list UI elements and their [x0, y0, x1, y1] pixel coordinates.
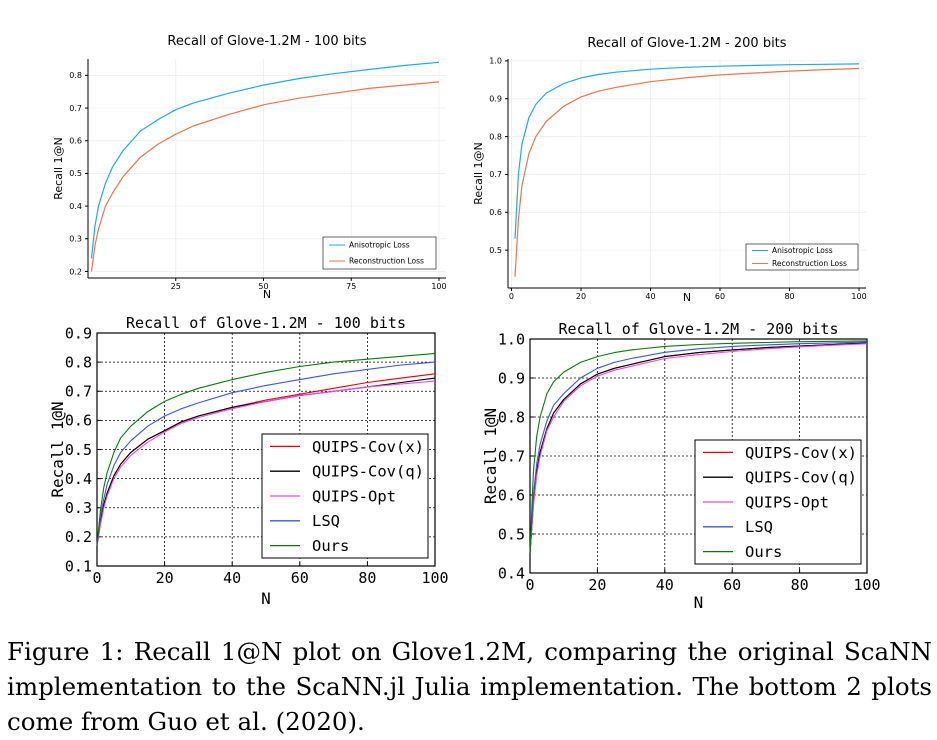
y-axis-label: Recall 1@N [472, 142, 485, 205]
legend-label: QUIPS-Cov(q) [745, 469, 857, 487]
y-tick-label: 0.8 [65, 353, 92, 371]
chart-title: Recall of Glove-1.2M - 100 bits [126, 314, 406, 332]
legend-label: Anisotropic Loss [772, 246, 833, 255]
x-tick-label: 0 [509, 292, 514, 301]
y-axis-label: Recall 1@N [48, 401, 67, 497]
x-tick-label: 40 [656, 576, 674, 594]
y-tick-label: 0.4 [65, 470, 92, 488]
x-tick-label: 40 [645, 292, 655, 301]
legend-box [745, 243, 859, 271]
x-tick-label: 25 [171, 282, 181, 291]
legend-label: Ours [312, 537, 349, 555]
y-tick-label: 0.6 [489, 208, 502, 217]
legend-label: Reconstruction Loss [349, 257, 424, 266]
y-tick-label: 0.3 [65, 499, 92, 517]
x-axis-label: N [263, 288, 271, 301]
y-tick-label: 0.2 [69, 267, 82, 276]
legend-label: Ours [745, 543, 782, 561]
series-line-4 [529, 341, 868, 554]
legend-label: QUIPS-Cov(x) [745, 444, 857, 462]
y-axis-label: Recall 1@N [481, 408, 500, 504]
y-tick-label: 0.9 [498, 369, 525, 387]
y-tick-label: 0.2 [65, 528, 92, 546]
chart-top-left-100-bits: 25 50 75 100 0.2 0.3 0.4 0.5 0.6 0.7 0.8 Recall of … [52, 34, 447, 301]
y-axis-label: Recall 1@N [52, 137, 65, 200]
y-tick-label: 1.0 [489, 57, 502, 66]
series-line-3 [96, 380, 436, 546]
series-line-1 [90, 61, 440, 259]
y-tick-label: 0.7 [65, 383, 92, 401]
y-tick-label: 0.6 [69, 137, 82, 146]
x-tick-label: 0 [92, 569, 101, 587]
chart-title: Recall of Glove-1.2M - 200 bits [587, 36, 786, 51]
x-tick-label: 0 [525, 576, 534, 594]
y-tick-label: 0.5 [69, 169, 82, 178]
y-tick-label: 0.9 [65, 324, 92, 342]
chart-bottom-left-100-bits: 0 20 40 60 80 100 0.1 0.2 0.3 0.4 0.5 0.6 0.7 0.8 0.9 R… [48, 314, 449, 608]
y-tick-label: 0.4 [69, 202, 82, 211]
chart-top-right-200-bits: 0 20 40 60 80 100 0.5 0.6 0.7 0.8 0.9 1.0 Recall of … [472, 36, 867, 304]
x-tick-label: 60 [723, 576, 741, 594]
x-tick-label: 20 [588, 576, 606, 594]
x-tick-label: 100 [431, 282, 446, 291]
x-tick-label: 80 [358, 569, 376, 587]
y-tick-label: 0.8 [489, 132, 502, 141]
figure-caption: Figure 1: Recall 1@N plot on Glove1.2M, … [7, 637, 932, 736]
legend-label: Reconstruction Loss [772, 259, 847, 268]
y-tick-label: 0.4 [498, 564, 525, 582]
x-tick-label: 60 [291, 569, 309, 587]
series-line-5 [529, 340, 868, 554]
legend-label: QUIPS-Cov(q) [312, 463, 424, 481]
legend-label: Anisotropic Loss [349, 241, 410, 250]
series-line-3 [529, 343, 868, 554]
x-tick-label: 80 [784, 292, 794, 301]
y-tick-label: 0.8 [498, 408, 525, 426]
series-line-4 [96, 361, 436, 546]
y-tick-label: 0.3 [69, 235, 82, 244]
chart-title: Recall of Glove-1.2M - 200 bits [559, 320, 839, 338]
legend-label: QUIPS-Opt [745, 493, 829, 511]
legend-box [322, 236, 437, 270]
series-line-5 [96, 352, 436, 546]
series-line-1 [514, 63, 860, 239]
y-tick-label: 0.9 [489, 95, 502, 104]
x-tick-label: 100 [853, 576, 880, 594]
legend-label: QUIPS-Cov(x) [312, 438, 424, 456]
x-tick-label: 40 [223, 569, 241, 587]
y-tick-label: 0.7 [69, 104, 82, 113]
y-tick-label: 0.1 [65, 557, 92, 575]
y-tick-label: 0.7 [489, 170, 502, 179]
x-axis-label: N [683, 291, 691, 304]
x-axis-label: N [261, 589, 271, 608]
x-tick-label: 50 [258, 282, 268, 291]
x-tick-label: 80 [791, 576, 809, 594]
x-tick-label: 20 [576, 292, 586, 301]
series-line-2 [90, 81, 440, 272]
series-line-2 [529, 342, 868, 554]
y-tick-label: 0.5 [498, 525, 525, 543]
x-tick-label: 100 [851, 292, 866, 301]
x-tick-label: 60 [715, 292, 725, 301]
y-tick-label: 0.6 [65, 412, 92, 430]
x-axis-label: N [694, 593, 704, 612]
chart-bottom-right-200-bits: 0 20 40 60 80 100 0.4 0.5 0.6 0.7 0.8 0.9 1.0 Recall … [481, 320, 881, 612]
x-tick-label: 75 [346, 282, 356, 291]
legend-label: LSQ [745, 518, 773, 536]
series-line-2 [514, 67, 860, 277]
y-tick-label: 0.6 [498, 486, 525, 504]
y-tick-label: 0.5 [65, 441, 92, 459]
y-tick-label: 0.7 [498, 447, 525, 465]
y-tick-label: 0.5 [489, 246, 502, 255]
legend-label: QUIPS-Opt [312, 487, 396, 505]
x-tick-label: 20 [156, 569, 174, 587]
legend-label: LSQ [312, 512, 340, 530]
y-tick-label: 1.0 [498, 330, 525, 348]
y-tick-label: 0.8 [69, 71, 82, 80]
chart-title: Recall of Glove-1.2M - 100 bits [167, 34, 366, 49]
x-tick-label: 100 [421, 569, 448, 587]
